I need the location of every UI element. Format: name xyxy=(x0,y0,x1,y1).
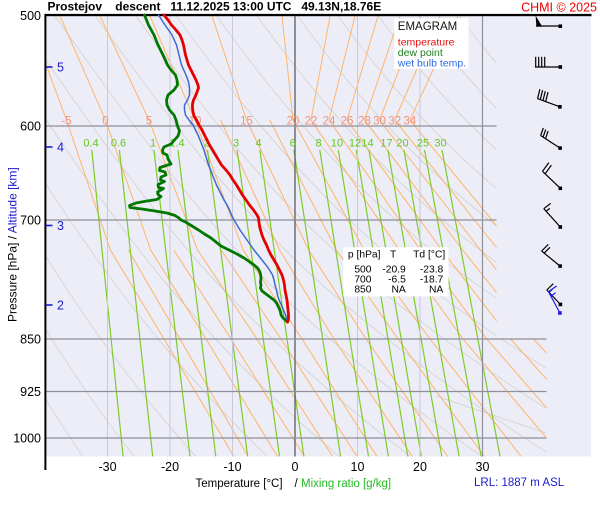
svg-text:Mixing ratio [g/kg]: Mixing ratio [g/kg] xyxy=(301,478,391,490)
svg-text:CHMI © 2025: CHMI © 2025 xyxy=(521,1,597,15)
svg-text:T: T xyxy=(390,250,397,261)
svg-text:Td [°C]: Td [°C] xyxy=(413,250,445,261)
svg-text:EMAGRAM: EMAGRAM xyxy=(398,21,457,33)
svg-text:26: 26 xyxy=(341,116,354,128)
svg-text:5: 5 xyxy=(57,60,64,74)
svg-text:0: 0 xyxy=(292,460,299,474)
svg-text:4: 4 xyxy=(57,140,64,154)
svg-text:3: 3 xyxy=(233,138,239,150)
svg-text:2: 2 xyxy=(57,298,64,312)
svg-text:Pressure [hPa] / Altitude [km]: Pressure [hPa] / Altitude [km] xyxy=(6,167,20,322)
svg-text:500: 500 xyxy=(354,265,371,276)
svg-text:temperature: temperature xyxy=(398,37,455,49)
svg-text:-20.9: -20.9 xyxy=(382,265,406,276)
svg-text:4: 4 xyxy=(256,138,262,150)
svg-text:700: 700 xyxy=(354,275,371,286)
svg-text:600: 600 xyxy=(20,119,41,133)
svg-text:-6.5: -6.5 xyxy=(388,275,406,286)
svg-text:-20: -20 xyxy=(161,460,179,474)
svg-text:p [hPa]: p [hPa] xyxy=(348,250,381,261)
svg-text:3: 3 xyxy=(57,219,64,233)
svg-text:34: 34 xyxy=(404,116,417,128)
svg-text:5: 5 xyxy=(146,116,152,128)
svg-text:-18.7: -18.7 xyxy=(420,275,444,286)
svg-text:850: 850 xyxy=(354,285,371,296)
svg-text:17: 17 xyxy=(380,138,392,150)
svg-text:10: 10 xyxy=(351,460,365,474)
svg-text:30: 30 xyxy=(476,460,490,474)
svg-text:12: 12 xyxy=(349,138,361,150)
svg-text:20: 20 xyxy=(287,116,300,128)
svg-text:10: 10 xyxy=(331,138,343,150)
svg-text:1: 1 xyxy=(150,138,156,150)
svg-text:32: 32 xyxy=(388,116,401,128)
svg-text:700: 700 xyxy=(20,213,41,227)
svg-text:NA: NA xyxy=(391,285,405,296)
svg-text:dew point: dew point xyxy=(398,47,443,59)
svg-text:25: 25 xyxy=(417,138,429,150)
svg-text:30: 30 xyxy=(434,138,446,150)
svg-text:15: 15 xyxy=(240,116,253,128)
svg-text:0.4: 0.4 xyxy=(83,138,98,150)
svg-text:28: 28 xyxy=(358,116,371,128)
svg-text:1000: 1000 xyxy=(13,431,41,445)
svg-text:850: 850 xyxy=(20,332,41,346)
svg-text:6: 6 xyxy=(290,138,296,150)
svg-text:Temperature [°C]: Temperature [°C] xyxy=(196,478,283,490)
svg-text:30: 30 xyxy=(373,116,386,128)
svg-text:0.6: 0.6 xyxy=(111,138,126,150)
svg-text:LRL: 1887 m ASL: LRL: 1887 m ASL xyxy=(474,477,565,489)
svg-text:500: 500 xyxy=(20,9,41,23)
svg-text:2: 2 xyxy=(203,138,209,150)
svg-text:20: 20 xyxy=(396,138,408,150)
svg-text:20: 20 xyxy=(413,460,427,474)
svg-text:wet bulb temp.: wet bulb temp. xyxy=(397,57,466,69)
svg-text:22: 22 xyxy=(305,116,318,128)
svg-text:0: 0 xyxy=(102,116,108,128)
svg-text:NA: NA xyxy=(429,285,443,296)
svg-text:-23.8: -23.8 xyxy=(420,265,444,276)
svg-text:-30: -30 xyxy=(98,460,116,474)
svg-text:14: 14 xyxy=(361,138,373,150)
svg-text:8: 8 xyxy=(315,138,321,150)
svg-text:-5: -5 xyxy=(61,116,71,128)
svg-text:925: 925 xyxy=(20,385,41,399)
svg-text:/: / xyxy=(295,478,299,490)
svg-text:-10: -10 xyxy=(223,460,241,474)
svg-text:24: 24 xyxy=(323,116,336,128)
svg-text:Prostejov descent 11.12.2: Prostejov descent 11.12.2025 13:00 UTC 4… xyxy=(48,0,382,14)
